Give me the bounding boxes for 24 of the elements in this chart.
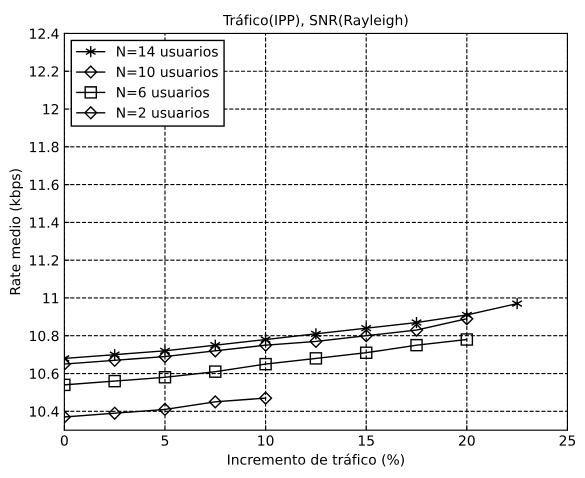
y-tick-label: 12.4 [30, 28, 59, 39]
y-tick-label: 12.2 [30, 66, 58, 77]
y-axis-title: Rate medio (kbps) [10, 169, 24, 294]
legend-label: N=10 usuarios [117, 66, 218, 78]
x-tick-label: 25 [560, 435, 576, 446]
legend-label: N=2 usuarios [117, 107, 209, 118]
legend-label: N=14 usuarios [117, 46, 218, 57]
chart-title: Tráfico(IPP), SNR(Rayleigh) [223, 14, 408, 28]
x-tick-label: 20 [459, 435, 475, 446]
y-tick-label: 11 [43, 293, 58, 304]
y-tick-label: 11.2 [30, 255, 58, 266]
x-tick-label: 15 [358, 435, 374, 446]
y-tick-label: 12 [43, 104, 58, 114]
x-tick-label: 5 [162, 435, 168, 446]
y-tick-label: 11.4 [30, 218, 59, 228]
x-tick-label: 10 [258, 435, 274, 446]
y-tick-label: 11.8 [30, 142, 59, 152]
y-tick-label: 10.6 [30, 368, 59, 379]
x-axis-title: Incremento de tráfico (%) [228, 454, 404, 466]
y-tick-label: 11.6 [30, 180, 59, 190]
y-tick-label: 10.4 [30, 406, 59, 417]
x-tick-label: 0 [60, 435, 68, 446]
y-tick-label: 10.8 [30, 330, 59, 342]
legend-label: N=6 usuarios [117, 86, 209, 98]
